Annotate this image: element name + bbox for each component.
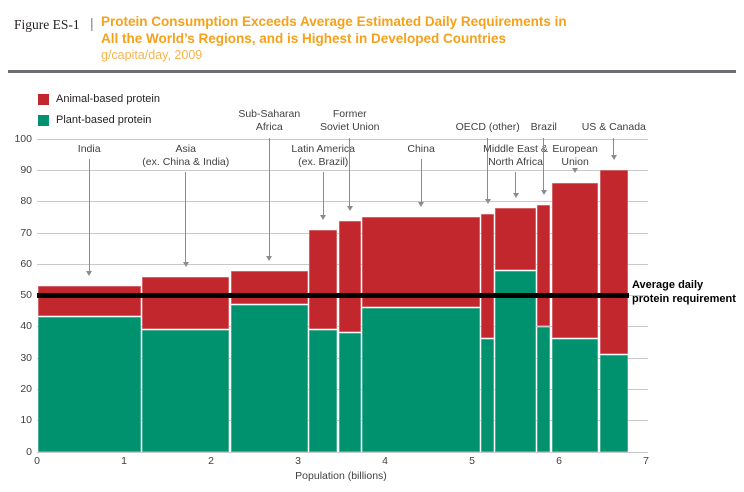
gridline-y90 [37,169,648,171]
region-leader-arrow-icon-OECD (other) [484,199,491,205]
reference-line-annotation: Average daily protein requirement [632,279,744,306]
region-leader-arrow-icon-India [86,271,93,277]
region-leader-arrow-icon-US & Canada [610,155,617,161]
region-leader-line-US & Canada [613,138,615,157]
region-label-Sub-Saharan Africa: Sub-Saharan Africa [238,108,301,133]
y-tick-label-80: 80 [20,195,32,208]
y-tick-label-40: 40 [20,320,32,333]
gridline-y80 [37,201,648,203]
region-leader-line-Latin America (ex. Brazil) [322,172,324,216]
region-leader-arrow-icon-European Union [572,167,579,173]
y-tick-label-20: 20 [20,382,32,395]
x-tick-label-7: 7 [643,455,649,467]
bar-plant-China [362,308,480,452]
annotation-line2: protein requirement [632,292,736,305]
x-axis-title: Population (billions) [295,470,387,482]
x-tick-label-5: 5 [469,455,475,467]
region-leader-arrow-icon-Middle East & North Africa [512,193,519,199]
region-leader-arrow-icon-Brazil [540,189,547,195]
animal-protein-swatch-icon [38,94,49,105]
bar-plant-Former Soviet Union [338,333,361,452]
region-label-Latin America (ex. Brazil): Latin America (ex. Brazil) [291,143,356,168]
chart-subtitle: g/capita/day, 2009 [101,48,203,62]
bar-animal-Sub-Saharan Africa [230,270,308,304]
region-leader-line-Middle East & North Africa [515,172,516,195]
bar-animal-India [37,286,141,317]
region-label-Brazil: Brazil [530,121,557,133]
region-label-India: India [77,143,101,155]
chart-title-line1: Protein Consumption Exceeds Average Esti… [101,14,567,29]
region-label-Asia (ex. China & India): Asia (ex. China & India) [142,143,230,168]
y-tick-label-30: 30 [20,351,32,364]
y-tick-label-50: 50 [20,289,32,302]
bar-plant-India [37,317,141,452]
gridline-y100 [37,138,648,140]
header-divider [8,70,736,73]
y-tick-label-90: 90 [20,163,32,176]
figure-separator: | [90,15,94,31]
region-leader-line-OECD (other) [487,138,489,201]
x-tick-label-4: 4 [382,455,388,467]
plant-protein-swatch-icon [38,115,49,126]
bar-animal-Asia (ex. China & India) [142,276,230,329]
x-tick-label-6: 6 [556,455,562,467]
bar-plant-Middle East & North Africa [495,270,536,452]
y-tick-label-60: 60 [20,257,32,270]
bar-animal-European Union [551,182,599,339]
bar-plant-US & Canada [599,355,628,452]
x-tick-label-3: 3 [295,455,301,467]
legend-label-plant: Plant-based protein [56,114,152,126]
bar-animal-US & Canada [599,170,628,355]
region-leader-arrow-icon-China [418,202,425,208]
region-label-Former Soviet Union: Former Soviet Union [319,108,380,133]
figure-number: Figure ES-1 [14,17,80,32]
region-leader-line-India [88,159,90,273]
region-leader-line-China [420,159,422,204]
y-tick-label-10: 10 [20,414,32,427]
region-label-China: China [407,143,435,155]
bar-animal-Middle East & North Africa [495,208,536,270]
region-leader-arrow-icon-Sub-Saharan Africa [266,255,273,261]
region-leader-arrow-icon-Former Soviet Union [346,205,353,211]
bar-plant-European Union [551,339,599,452]
x-tick-label-0: 0 [34,455,40,467]
region-label-Middle East & North Africa: Middle East & North Africa [483,143,548,168]
legend-label-animal: Animal-based protein [56,93,160,105]
region-leader-line-Sub-Saharan Africa [268,138,270,257]
region-leader-arrow-icon-Asia (ex. China & India) [182,261,189,267]
bar-animal-OECD (other) [481,214,494,339]
bar-animal-Latin America (ex. Brazil) [309,229,338,329]
bar-plant-Asia (ex. China & India) [142,330,230,452]
bar-plant-Latin America (ex. Brazil) [309,330,338,452]
x-tick-label-1: 1 [121,455,127,467]
region-label-OECD (other): OECD (other) [455,121,520,133]
annotation-line1: Average daily [632,279,704,291]
bar-plant-Brazil [537,326,551,452]
x-tick-label-2: 2 [208,455,214,467]
gridline-y0 [37,451,648,453]
bar-animal-China [362,217,480,308]
region-leader-line-Brazil [543,138,545,191]
bar-plant-OECD (other) [481,339,494,452]
bar-animal-Former Soviet Union [338,220,361,333]
region-leader-line-Asia (ex. China & India) [185,172,187,263]
y-tick-label-70: 70 [20,226,32,239]
header: Protein Consumption Exceeds Average Esti… [101,13,721,63]
region-leader-line-Former Soviet Union [349,138,351,207]
region-leader-arrow-icon-Latin America (ex. Brazil) [320,214,327,220]
bar-animal-Brazil [537,204,551,326]
y-tick-label-100: 100 [14,132,32,145]
average-protein-requirement-line [37,293,629,299]
bar-plant-Sub-Saharan Africa [230,304,308,452]
y-tick-label-0: 0 [26,445,32,458]
chart-title-line2: All the World’s Regions, and is Highest … [101,31,507,46]
region-label-US & Canada: US & Canada [581,121,646,133]
